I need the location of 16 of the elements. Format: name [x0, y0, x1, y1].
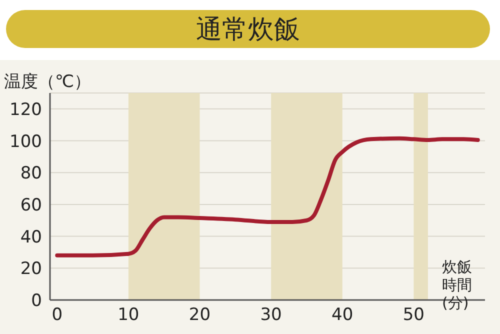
y-tick-label: 40 — [20, 227, 42, 248]
y-axis-title: 温度（℃） — [4, 71, 92, 93]
x-tick-label: 20 — [188, 305, 211, 326]
y-tick-label: 20 — [20, 259, 42, 280]
y-tick-label: 0 — [31, 291, 42, 312]
y-tick-label: 80 — [20, 164, 42, 184]
line-series — [55, 136, 480, 258]
chart-title: 通常炊飯 — [6, 10, 490, 48]
x-tick-label: 30 — [260, 305, 282, 326]
x-tick-label: 10 — [118, 305, 140, 326]
x-tick-label: 40 — [332, 305, 354, 326]
x-tick-label: 0 — [52, 305, 63, 326]
y-tick-label: 120 — [10, 100, 42, 120]
y-tick-label: 60 — [20, 195, 42, 216]
x-tick-label: 50 — [402, 305, 425, 326]
y-tick-label: 100 — [10, 132, 42, 152]
